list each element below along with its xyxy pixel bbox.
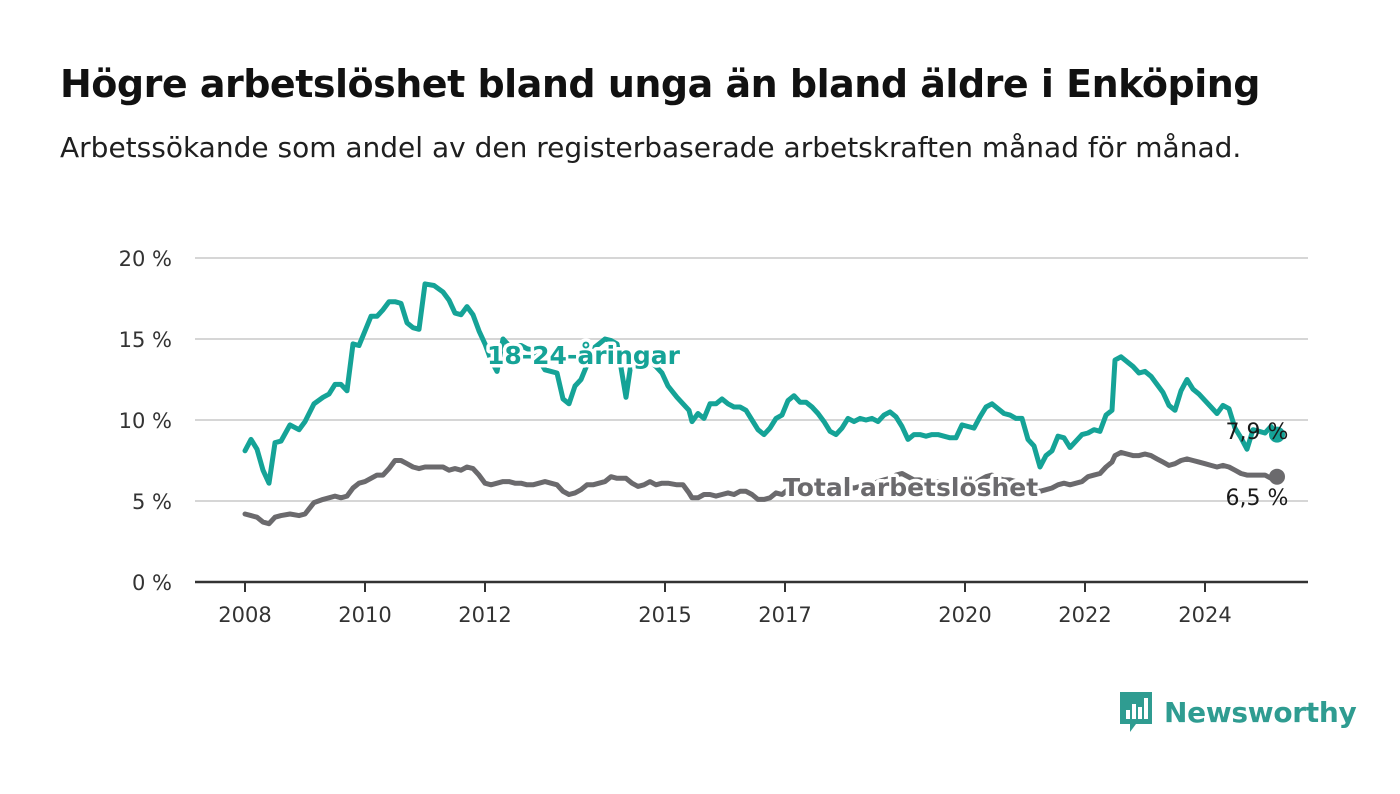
series-lines xyxy=(242,281,1285,527)
newsworthy-logo-text: Newsworthy xyxy=(1164,695,1357,729)
y-tick-label: 5 % xyxy=(132,490,172,514)
x-tick-label: 2020 xyxy=(938,603,991,627)
x-tick-label: 2008 xyxy=(218,603,271,627)
y-tick-label: 0 % xyxy=(132,571,172,595)
end-dot-youth xyxy=(1269,426,1285,443)
series-line-total xyxy=(242,449,1280,527)
grid-lines xyxy=(195,257,1308,502)
x-tick-label: 2024 xyxy=(1178,603,1231,627)
chart-title: Högre arbetslöshet bland unga än bland ä… xyxy=(60,62,1261,106)
y-axis-ticks: 0 % 5 % 10 % 15 % 20 % xyxy=(119,247,172,595)
x-tick-label: 2015 xyxy=(638,603,691,627)
newsworthy-logo[interactable]: Newsworthy xyxy=(1118,690,1357,734)
x-tick-label: 2022 xyxy=(1058,603,1111,627)
newsworthy-logo-icon xyxy=(1120,692,1152,732)
end-value-youth: 7,9 % xyxy=(1226,420,1289,445)
series-line-youth xyxy=(242,281,1280,486)
series-label-total: Total arbetslöshet xyxy=(783,473,1038,502)
chart-subtitle: Arbetssökande som andel av den registerb… xyxy=(60,131,1242,164)
x-axis: 2008 2010 2012 2015 2017 2020 2022 2024 xyxy=(195,580,1308,627)
series-label-youth: 18-24-åringar xyxy=(487,341,681,370)
y-tick-label: 15 % xyxy=(119,328,172,352)
x-tick-label: 2017 xyxy=(758,603,811,627)
series-labels: 18-24-åringar Total arbetslöshet 7,9 % 6,5 … xyxy=(484,338,1289,512)
x-tick-label: 2012 xyxy=(458,603,511,627)
x-tick-label: 2010 xyxy=(338,603,391,627)
end-value-total: 6,5 % xyxy=(1226,486,1289,511)
y-tick-label: 20 % xyxy=(119,247,172,271)
end-dot-total xyxy=(1269,468,1285,485)
y-tick-label: 10 % xyxy=(119,409,172,433)
